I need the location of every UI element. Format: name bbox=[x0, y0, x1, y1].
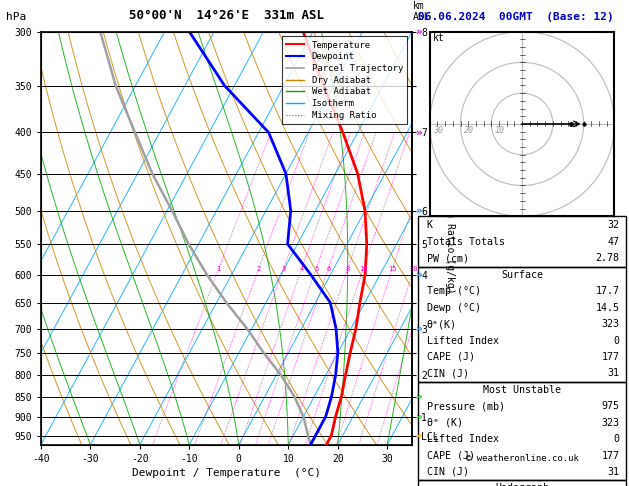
Text: θᵉ (K): θᵉ (K) bbox=[426, 417, 462, 428]
Text: »: » bbox=[416, 206, 423, 216]
Text: 10: 10 bbox=[359, 266, 367, 272]
Text: 47: 47 bbox=[608, 237, 620, 246]
Text: CAPE (J): CAPE (J) bbox=[426, 352, 475, 362]
Text: CIN (J): CIN (J) bbox=[426, 467, 469, 477]
Text: Pressure (mb): Pressure (mb) bbox=[426, 401, 504, 411]
Text: »: » bbox=[416, 127, 423, 138]
Text: hPa: hPa bbox=[6, 12, 26, 22]
Text: Totals Totals: Totals Totals bbox=[426, 237, 504, 246]
Text: 8: 8 bbox=[345, 266, 350, 272]
Text: »: » bbox=[416, 392, 423, 401]
Text: CIN (J): CIN (J) bbox=[426, 368, 469, 378]
Text: 5: 5 bbox=[314, 266, 318, 272]
Text: θᵉ(K): θᵉ(K) bbox=[426, 319, 457, 329]
Text: © weatheronline.co.uk: © weatheronline.co.uk bbox=[465, 454, 579, 464]
Text: Lifted Index: Lifted Index bbox=[426, 434, 499, 444]
Text: 14.5: 14.5 bbox=[596, 303, 620, 313]
Text: Lifted Index: Lifted Index bbox=[426, 335, 499, 346]
Text: km
ASL: km ASL bbox=[413, 1, 431, 22]
Text: Hodograph: Hodograph bbox=[495, 484, 549, 486]
Text: 50°00'N  14°26'E  331m ASL: 50°00'N 14°26'E 331m ASL bbox=[129, 9, 324, 22]
Text: »: » bbox=[416, 270, 423, 279]
Text: 4: 4 bbox=[299, 266, 304, 272]
Text: K: K bbox=[426, 220, 433, 230]
Text: Temp (°C): Temp (°C) bbox=[426, 286, 481, 296]
Text: 0: 0 bbox=[614, 434, 620, 444]
Y-axis label: Mixing Ratio (g/kg): Mixing Ratio (g/kg) bbox=[445, 182, 455, 294]
Text: PW (cm): PW (cm) bbox=[426, 253, 469, 263]
Text: 323: 323 bbox=[601, 319, 620, 329]
Text: »: » bbox=[416, 412, 423, 422]
Text: Dewp (°C): Dewp (°C) bbox=[426, 303, 481, 313]
Text: 30: 30 bbox=[433, 126, 443, 135]
Text: 975: 975 bbox=[601, 401, 620, 411]
Text: 1: 1 bbox=[216, 266, 221, 272]
Text: 6: 6 bbox=[326, 266, 330, 272]
Legend: Temperature, Dewpoint, Parcel Trajectory, Dry Adiabat, Wet Adiabat, Isotherm, Mi: Temperature, Dewpoint, Parcel Trajectory… bbox=[282, 36, 408, 124]
Text: »: » bbox=[416, 324, 423, 333]
Text: Surface: Surface bbox=[501, 270, 543, 280]
Text: 3: 3 bbox=[281, 266, 286, 272]
Text: CAPE (J): CAPE (J) bbox=[426, 451, 475, 461]
Text: 31: 31 bbox=[608, 467, 620, 477]
Text: 20: 20 bbox=[409, 266, 418, 272]
Text: 177: 177 bbox=[601, 352, 620, 362]
Text: 0: 0 bbox=[614, 335, 620, 346]
Text: 06.06.2024  00GMT  (Base: 12): 06.06.2024 00GMT (Base: 12) bbox=[418, 12, 614, 22]
Text: 2.78: 2.78 bbox=[596, 253, 620, 263]
Text: 31: 31 bbox=[608, 368, 620, 378]
Text: kt: kt bbox=[433, 33, 445, 43]
Text: 15: 15 bbox=[388, 266, 397, 272]
Text: 2: 2 bbox=[257, 266, 261, 272]
Text: 323: 323 bbox=[601, 417, 620, 428]
Text: »: » bbox=[416, 431, 423, 441]
Text: 10: 10 bbox=[494, 126, 504, 135]
Text: 32: 32 bbox=[608, 220, 620, 230]
Text: 20: 20 bbox=[464, 126, 474, 135]
Text: 177: 177 bbox=[601, 451, 620, 461]
Text: 17.7: 17.7 bbox=[596, 286, 620, 296]
Text: »: » bbox=[416, 27, 423, 36]
Text: Most Unstable: Most Unstable bbox=[483, 385, 561, 395]
X-axis label: Dewpoint / Temperature  (°C): Dewpoint / Temperature (°C) bbox=[132, 468, 321, 478]
